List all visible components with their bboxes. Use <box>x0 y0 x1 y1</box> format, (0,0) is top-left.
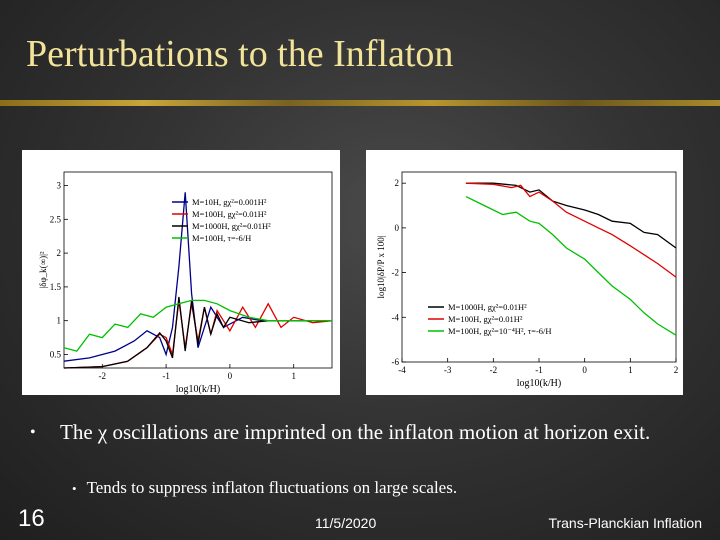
right-plot: -4 -3 -2 -1 0 1 2 -6 -4 -2 0 2 log10(k/H) log10|δP/P … <box>366 150 683 395</box>
series-line <box>63 300 333 369</box>
legend-label: M=10H, gχ²=0.001H² <box>192 197 267 207</box>
x-tick-label: -1 <box>535 365 543 375</box>
main-bullet: • The χ oscillations are imprinted on th… <box>30 420 700 445</box>
slide-title: Perturbations to the Inflaton <box>26 33 454 75</box>
legend-label: M=1000H, gχ²=0.01H² <box>448 302 527 312</box>
y-tick-label: 2.5 <box>50 214 62 224</box>
series-line <box>465 182 677 249</box>
sub-bullet-dot: • <box>72 481 77 496</box>
legend-label: M=1000H, gχ²=0.01H² <box>192 221 271 231</box>
y-tick-label: -6 <box>392 357 400 367</box>
series-line <box>63 299 332 352</box>
x-tick-label: 1 <box>291 371 296 381</box>
x-tick-label: -1 <box>162 371 170 381</box>
sub-bullet-text: Tends to suppress inflaton fluctuations … <box>86 478 458 497</box>
y-tick-label: 0.5 <box>50 349 62 359</box>
y-axis-label: log10|δP/P x 100| <box>376 235 386 298</box>
bullet-prefix: The <box>60 420 98 444</box>
series-line <box>465 182 677 278</box>
x-tick-label: 1 <box>628 365 633 375</box>
right-plot-svg: -4 -3 -2 -1 0 1 2-6-4-202log10(k/H)log10|δP/P … <box>376 171 679 389</box>
left-plot: -2 -1 0 1 0.5 1 1.5 2 2.5 3 log10(k/H) |δφ_k(∞)|² M=… <box>22 150 340 395</box>
x-tick-label: -2 <box>490 365 498 375</box>
series-line <box>63 296 332 369</box>
legend-label: M=100H, gχ²=0.01H² <box>448 314 523 324</box>
title-divider <box>0 100 720 106</box>
y-tick-label: -2 <box>392 268 400 278</box>
y-tick-label: 2 <box>395 178 400 188</box>
main-bullet-text: The χ oscillations are imprinted on the … <box>60 420 700 445</box>
chi-symbol: χ <box>97 420 108 444</box>
bullet-body: oscillations are imprinted on the inflat… <box>107 420 651 444</box>
plot-frame <box>63 171 333 369</box>
y-tick-label: 1.5 <box>50 282 62 292</box>
y-axis-label: |δφ_k(∞)|² <box>38 251 48 288</box>
sub-bullet: • Tends to suppress inflaton fluctuations… <box>72 478 457 498</box>
bullet-dot: • <box>30 424 36 441</box>
x-tick-label: -3 <box>444 365 452 375</box>
x-tick-label: 0 <box>228 371 233 381</box>
x-axis-label: log10(k/H) <box>176 384 220 395</box>
y-tick-label: 0 <box>395 223 400 233</box>
legend-label: M=100H, τ=-6/H <box>192 233 251 243</box>
footer-date: 11/5/2020 <box>315 515 377 531</box>
y-tick-label: -4 <box>392 312 400 322</box>
x-tick-label: 2 <box>674 365 679 375</box>
y-tick-label: 3 <box>57 181 62 191</box>
slide-number: 16 <box>18 505 45 532</box>
x-tick-label: -2 <box>99 371 107 381</box>
y-tick-label: 2 <box>57 248 62 258</box>
y-tick-label: 1 <box>57 316 62 326</box>
series-line <box>63 192 332 362</box>
x-axis-label: log10(k/H) <box>517 378 561 389</box>
legend-label: M=100H, gχ²=10⁻⁴H², τ=-6/H <box>448 326 552 336</box>
x-tick-label: -4 <box>398 365 406 375</box>
legend-label: M=100H, gχ²=0.01H² <box>192 209 267 219</box>
series-line <box>465 196 677 336</box>
left-plot-svg: -2 -1 0 1 0.5 1 1.5 2 2.5 3 log10(k/H) |δφ_k(∞)|² M=… <box>38 171 333 395</box>
x-tick-label: 0 <box>582 365 587 375</box>
footer-title: Trans-Planckian Inflation <box>548 515 702 531</box>
